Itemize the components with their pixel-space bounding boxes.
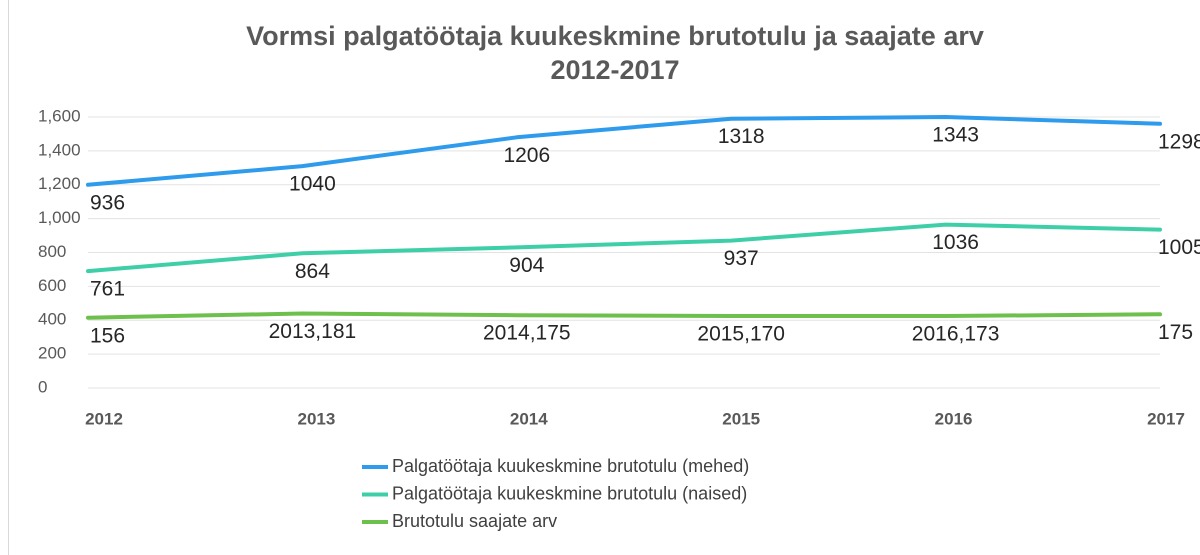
y-tick-label: 1,200 (38, 174, 81, 193)
data-label: 864 (295, 260, 330, 283)
y-tick-label: 1,400 (38, 140, 81, 159)
data-label: 175 (1158, 321, 1193, 344)
data-label: 936 (90, 191, 125, 214)
series-line (86, 115, 1162, 187)
series-line (86, 222, 1162, 274)
data-label: 1005 (1158, 236, 1200, 259)
series-line (86, 311, 1162, 320)
chart-title: 2012-2017 (550, 55, 679, 85)
y-tick-label: 200 (38, 344, 66, 363)
y-tick-label: 400 (38, 310, 66, 329)
data-label: 2016,173 (912, 323, 1000, 346)
y-tick-label: 1,600 (38, 106, 81, 125)
data-label: 1298 (1158, 130, 1200, 153)
data-label: 904 (509, 254, 544, 277)
data-label: 937 (724, 247, 759, 270)
data-label: 1343 (932, 124, 979, 147)
legend-label: Palgatöötaja kuukeskmine brutotulu (nais… (392, 483, 747, 503)
legend-label: Brutotulu saajate arv (392, 511, 557, 531)
y-tick-label: 800 (38, 242, 66, 261)
data-label: 761 (90, 278, 125, 301)
chart-title: Vormsi palgatöötaja kuukeskmine brutotul… (246, 21, 984, 51)
data-label: 2013,181 (269, 320, 357, 343)
x-tick-label: 2012 (85, 409, 123, 428)
y-tick-label: 0 (38, 377, 47, 396)
x-tick-label: 2015 (722, 409, 760, 428)
data-label: 1206 (503, 144, 550, 167)
data-label: 1318 (718, 125, 765, 148)
data-label: 2015,170 (697, 323, 785, 346)
data-label: 2014,175 (483, 322, 571, 345)
data-label: 1040 (289, 173, 336, 196)
x-tick-label: 2017 (1147, 409, 1185, 428)
data-label: 156 (90, 324, 125, 347)
x-tick-label: 2014 (510, 409, 548, 428)
y-tick-label: 1,000 (38, 208, 81, 227)
x-tick-label: 2013 (297, 409, 335, 428)
legend-label: Palgatöötaja kuukeskmine brutotulu (mehe… (392, 456, 749, 476)
x-tick-label: 2016 (935, 409, 973, 428)
data-label: 1036 (932, 231, 979, 254)
y-tick-label: 600 (38, 276, 66, 295)
